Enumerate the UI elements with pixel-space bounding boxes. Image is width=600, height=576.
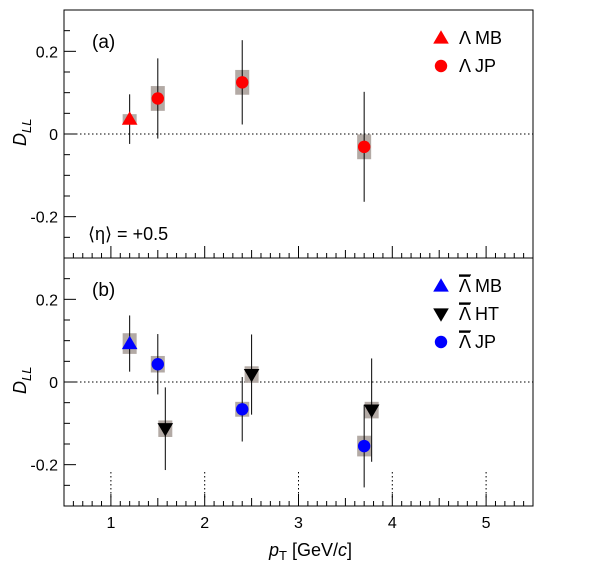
data-point — [357, 439, 371, 453]
data-point — [236, 403, 249, 416]
x-axis-label: pT [GeV/c] — [268, 540, 352, 563]
data-point — [151, 358, 164, 371]
eta-annotation: ⟨η⟩ = +0.5 — [88, 224, 168, 244]
x-tick-label: 5 — [482, 515, 491, 532]
legend-label: Λ HT — [459, 304, 499, 324]
legend-marker — [433, 278, 449, 292]
y-tick-label: 0.2 — [36, 292, 58, 309]
legend-marker — [433, 30, 449, 44]
data-point — [121, 111, 138, 125]
legend-label: Λ JP — [459, 56, 496, 76]
x-tick-label: 3 — [294, 515, 303, 532]
panel-b: -0.2 0 0.2 (b) DLL Λ MB Λ HT Λ JP — [10, 257, 534, 507]
legend-marker — [434, 59, 448, 73]
panel-a: -0.2 0 0.2 (a) DLL ⟨η⟩ = +0.5 Λ MB Λ JP — [10, 9, 534, 259]
y-axis-label: DLL — [10, 367, 34, 394]
legend-label: Λ MB — [459, 28, 502, 48]
y-tick-label: 0 — [49, 127, 58, 144]
y-axis-label: DLL — [10, 119, 34, 146]
x-tick-label: 2 — [200, 515, 209, 532]
y-tick-label: 0 — [49, 375, 58, 392]
data-point — [121, 335, 138, 350]
legend-label: Λ JP — [459, 332, 496, 352]
data-point — [157, 423, 174, 437]
x-tick-label: 4 — [388, 515, 397, 532]
y-tick-label: -0.2 — [30, 210, 58, 227]
data-point — [357, 140, 371, 154]
y-tick-label: -0.2 — [30, 458, 58, 475]
data-point — [236, 76, 249, 89]
y-tick-label: 0.2 — [36, 44, 58, 61]
legend-label: Λ MB — [459, 276, 502, 296]
legend-marker — [434, 335, 448, 349]
data-point — [243, 368, 260, 383]
panel-label: (a) — [92, 32, 115, 53]
x-axis: 1 2 3 4 5 pT [GeV/c] — [106, 515, 490, 563]
x-tick-label: 1 — [106, 515, 115, 532]
data-point — [363, 404, 380, 418]
data-point — [151, 92, 164, 105]
legend-marker — [433, 308, 449, 322]
panel-label: (b) — [92, 280, 115, 301]
